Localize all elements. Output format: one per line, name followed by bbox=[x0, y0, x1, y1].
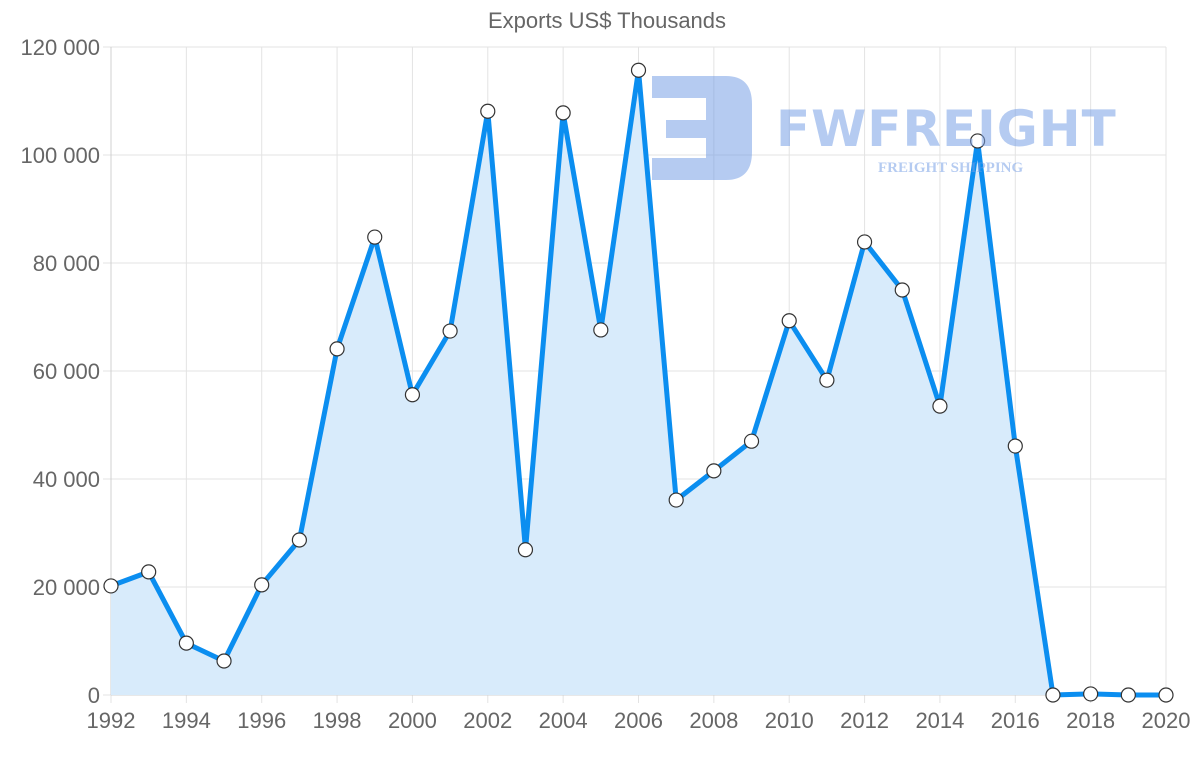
x-tick-label: 2004 bbox=[539, 708, 588, 733]
y-axis: 0 20 000 40 000 60 000 80 000 100 000 120 000 bbox=[20, 35, 100, 708]
data-point-marker[interactable] bbox=[178, 635, 194, 651]
chart-title: Exports US$ Thousands bbox=[487, 8, 727, 33]
y-tick-label: 20 000 bbox=[33, 575, 100, 600]
y-tick-label: 60 000 bbox=[33, 359, 100, 384]
area-fill bbox=[111, 70, 1166, 695]
data-point-marker[interactable] bbox=[291, 532, 307, 548]
data-point-marker[interactable] bbox=[141, 564, 157, 580]
data-point-marker[interactable] bbox=[856, 234, 873, 250]
data-point-marker[interactable] bbox=[1007, 438, 1023, 454]
x-tick-label: 1996 bbox=[237, 708, 286, 733]
data-point-marker[interactable] bbox=[743, 433, 760, 449]
data-points bbox=[103, 62, 1174, 703]
x-axis: 1992 1994 1996 1998 2000 2002 2004 2006 2008 2010… bbox=[87, 708, 1191, 733]
x-tick-label: 2002 bbox=[463, 708, 512, 733]
data-point-marker[interactable] bbox=[894, 282, 910, 298]
y-tick-label: 40 000 bbox=[33, 467, 100, 492]
x-tick-label: 1998 bbox=[313, 708, 362, 733]
data-point-marker[interactable] bbox=[1083, 686, 1099, 702]
data-point-marker[interactable] bbox=[1158, 687, 1174, 703]
data-point-marker[interactable] bbox=[480, 103, 496, 119]
x-tick-label: 2006 bbox=[614, 708, 663, 733]
x-tick-label: 1992 bbox=[87, 708, 136, 733]
y-tick-label: 0 bbox=[88, 683, 100, 708]
data-point-marker[interactable] bbox=[630, 62, 647, 78]
data-point-marker[interactable] bbox=[819, 372, 835, 388]
data-point-marker[interactable] bbox=[555, 105, 571, 121]
data-point-marker[interactable] bbox=[932, 398, 948, 414]
data-point-marker[interactable] bbox=[103, 578, 119, 594]
x-tick-label: 2012 bbox=[840, 708, 889, 733]
data-point-marker[interactable] bbox=[442, 323, 458, 339]
x-tick-label: 2000 bbox=[388, 708, 437, 733]
data-point-marker[interactable] bbox=[706, 463, 722, 479]
data-point-marker[interactable] bbox=[593, 322, 609, 338]
data-point-marker[interactable] bbox=[216, 653, 232, 669]
data-point-marker[interactable] bbox=[1045, 687, 1061, 703]
x-tick-label: 2016 bbox=[991, 708, 1040, 733]
y-tick-label: 80 000 bbox=[33, 251, 100, 276]
y-tick-label: 100 000 bbox=[20, 143, 100, 168]
x-tick-label: 2014 bbox=[915, 708, 964, 733]
data-point-marker[interactable] bbox=[404, 387, 421, 403]
data-point-marker[interactable] bbox=[254, 577, 270, 593]
data-point-marker[interactable] bbox=[517, 542, 534, 558]
y-tick-label: 120 000 bbox=[20, 35, 100, 60]
data-point-marker[interactable] bbox=[668, 492, 684, 508]
x-tick-label: 1994 bbox=[162, 708, 211, 733]
data-point-marker[interactable] bbox=[1120, 687, 1136, 703]
x-tick-label: 2008 bbox=[689, 708, 738, 733]
data-point-marker[interactable] bbox=[970, 133, 986, 149]
data-point-marker[interactable] bbox=[367, 229, 383, 245]
data-point-marker[interactable] bbox=[781, 313, 797, 329]
x-tick-label: 2018 bbox=[1066, 708, 1115, 733]
x-tick-label: 2010 bbox=[765, 708, 814, 733]
x-tick-label: 2020 bbox=[1142, 708, 1191, 733]
data-point-marker[interactable] bbox=[329, 341, 345, 357]
